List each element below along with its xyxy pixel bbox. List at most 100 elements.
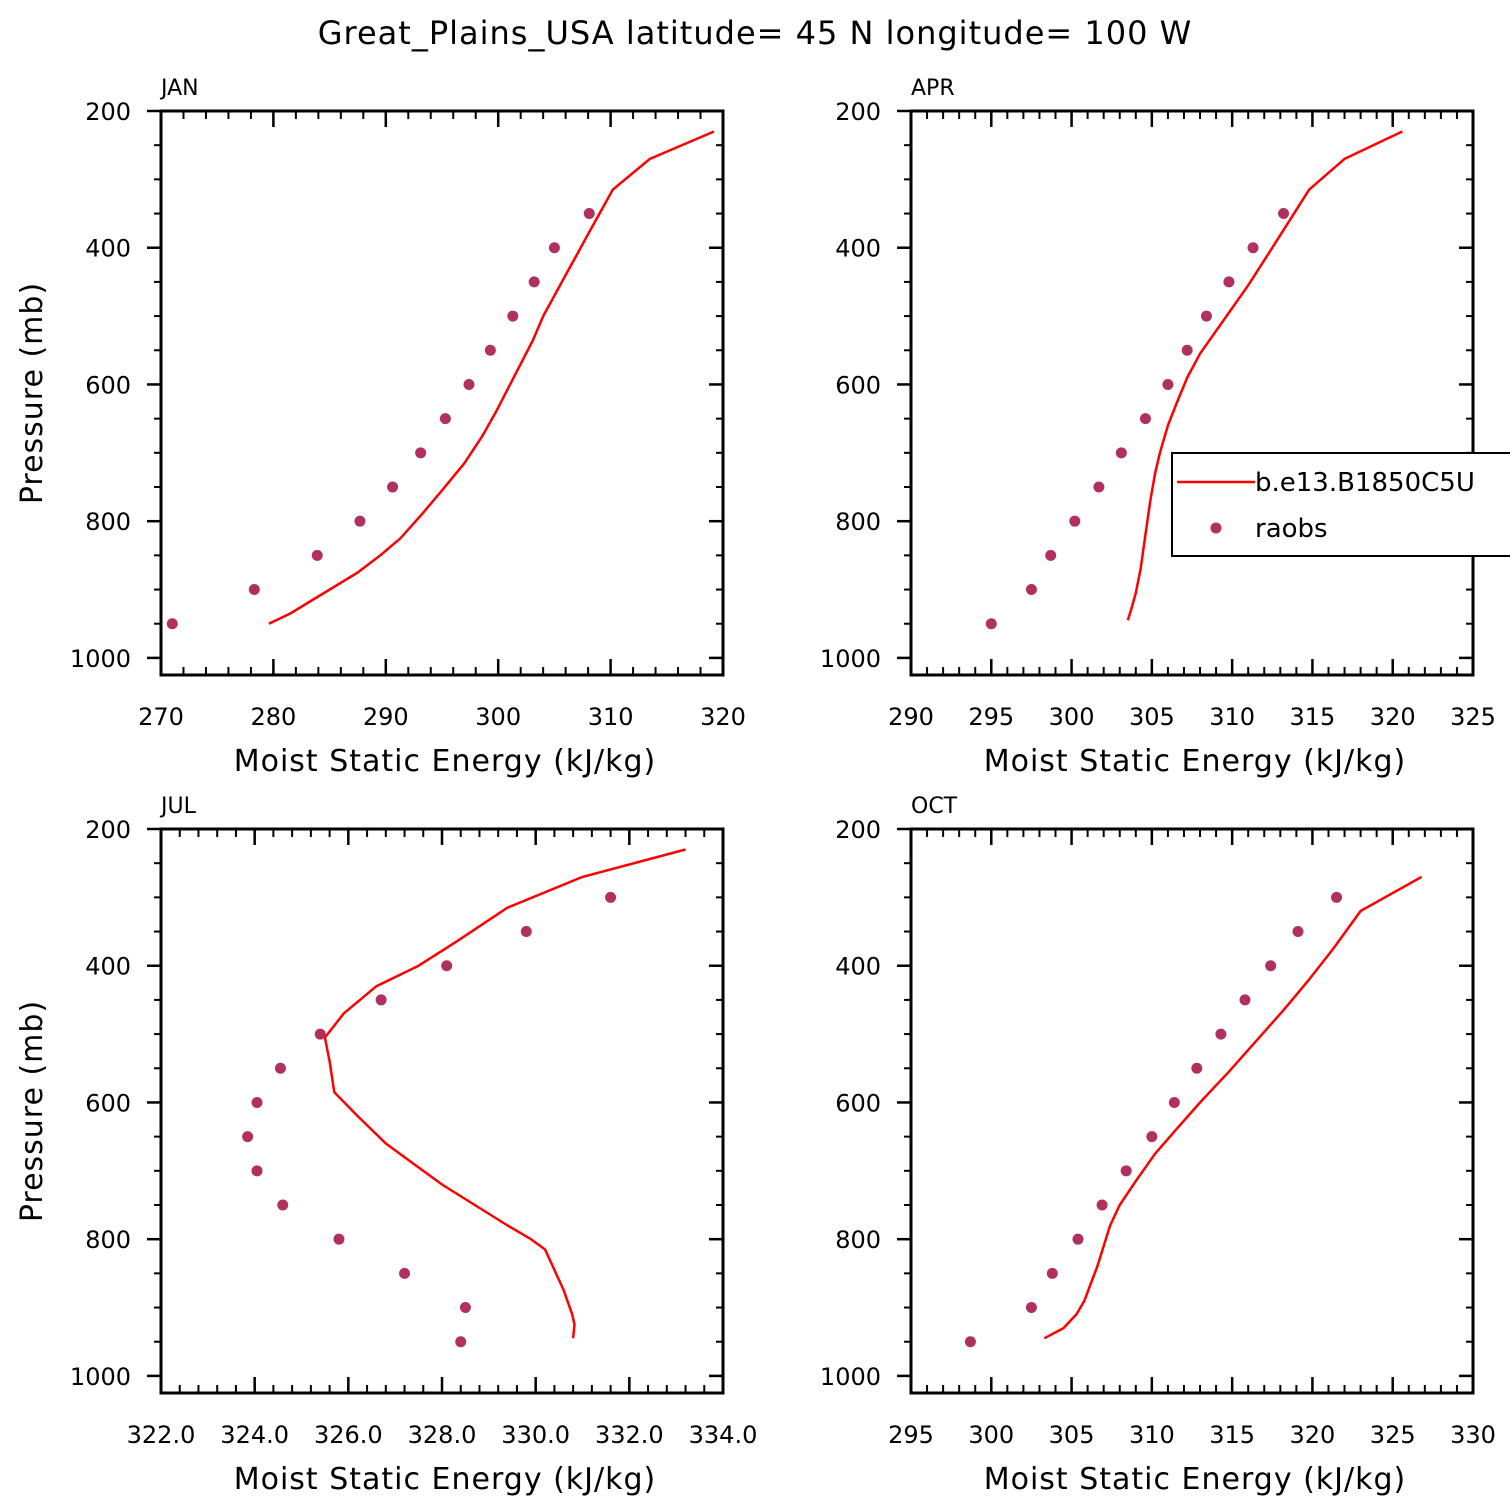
raobs-point (314, 1028, 326, 1040)
y-axis-label: Pressure (mb) (15, 282, 50, 504)
raobs-point (399, 1267, 411, 1279)
raobs-point (1331, 891, 1343, 903)
y-tick-label: 800 (835, 508, 881, 536)
panel-jul: JUL 322.0 324.0 326.0 328.0 330.0 332.0 334.0 20… (15, 794, 757, 1497)
x-tick-label: 320 (1370, 703, 1416, 731)
raobs-point (415, 447, 427, 459)
raobs-point (387, 481, 399, 493)
raobs-point (166, 618, 178, 630)
x-tick-label: 290 (888, 703, 934, 731)
panel-month-label: OCT (911, 794, 958, 819)
legend-point-swatch (1210, 522, 1222, 534)
y-tick-label: 400 (85, 235, 131, 263)
y-tick-label: 200 (835, 98, 881, 126)
raobs-point (354, 515, 366, 527)
y-tick-label: 800 (85, 1226, 131, 1254)
y-tick-label: 800 (835, 1226, 881, 1254)
plot-frame (909, 109, 1475, 677)
x-tick-label: 320 (1290, 1421, 1336, 1449)
y-tick-label: 1000 (820, 645, 881, 673)
raobs-point (1265, 960, 1277, 972)
raobs-point (248, 584, 260, 596)
raobs-point (441, 960, 453, 972)
y-tick-label: 600 (835, 1089, 881, 1117)
y-tick-label: 400 (85, 953, 131, 981)
panel-apr: APR 290 295 300 305 310 315 320 325 200 400 600 800 1… (820, 76, 1510, 779)
x-tick-label: 270 (138, 703, 184, 731)
model-line (1126, 130, 1403, 621)
y-tick-label: 400 (835, 953, 881, 981)
x-axis-label: Moist Static Energy (kJ/kg) (234, 744, 657, 779)
raobs-point (583, 208, 595, 220)
legend-model-label: b.e13.B1850C5U (1255, 468, 1475, 498)
panel-month-label: JAN (159, 76, 199, 101)
y-tick-label: 600 (835, 371, 881, 399)
raobs-point (1120, 1165, 1132, 1177)
y-tick-label: 600 (85, 371, 131, 399)
x-tick-label: 334.0 (689, 1421, 758, 1449)
panel-month-label: JUL (159, 794, 197, 819)
y-tick-label: 200 (85, 816, 131, 844)
panel-oct: OCT 295 300 305 310 315 320 325 330 200 400 600 800 1… (820, 794, 1496, 1497)
x-tick-label: 330.0 (501, 1421, 570, 1449)
x-tick-label: 315 (1209, 1421, 1255, 1449)
raobs-point (375, 994, 387, 1006)
raobs-point (1069, 515, 1081, 527)
x-tick-label: 325 (1450, 703, 1496, 731)
x-tick-label: 326.0 (314, 1421, 383, 1449)
x-tick-label: 300 (1049, 703, 1095, 731)
y-tick-label: 800 (85, 508, 131, 536)
panel-month-label: APR (911, 76, 955, 101)
x-tick-label: 300 (968, 1421, 1014, 1449)
raobs-point (1191, 1062, 1203, 1074)
x-tick-label: 295 (968, 703, 1014, 731)
x-tick-label: 310 (1209, 703, 1255, 731)
raobs-point (528, 276, 540, 288)
x-axis-label: Moist Static Energy (kJ/kg) (234, 1462, 657, 1497)
raobs-point (1115, 447, 1127, 459)
raobs-point (1200, 310, 1212, 322)
panels: JAN 270 280 290 300 310 320 200 400 600 800 1000 Moi… (15, 76, 1510, 1497)
raobs-point (251, 1165, 263, 1177)
raobs-point (311, 549, 323, 561)
raobs-point (1247, 242, 1259, 254)
raobs-point (251, 1096, 263, 1108)
x-tick-label: 305 (1129, 703, 1175, 731)
legend: b.e13.B1850C5U raobs (1171, 452, 1510, 557)
raobs-point (242, 1131, 254, 1143)
x-tick-label: 310 (1129, 1421, 1175, 1449)
raobs-point (964, 1336, 976, 1348)
raobs-point (985, 618, 997, 630)
raobs-point (1139, 413, 1151, 425)
x-tick-label: 332.0 (595, 1421, 664, 1449)
x-axis-label: Moist Static Energy (kJ/kg) (984, 744, 1407, 779)
model-line (268, 130, 715, 625)
figure-title: Great_Plains_USA latitude= 45 N longitud… (318, 14, 1193, 52)
raobs-point (439, 413, 451, 425)
raobs-point (1146, 1131, 1158, 1143)
x-tick-label: 322.0 (127, 1421, 196, 1449)
x-tick-label: 310 (588, 703, 634, 731)
raobs-point (1072, 1233, 1084, 1245)
y-tick-label: 200 (835, 816, 881, 844)
model-line (323, 848, 686, 1339)
x-tick-label: 290 (363, 703, 409, 731)
raobs-point (459, 1302, 471, 1314)
raobs-point (548, 242, 560, 254)
raobs-point (333, 1233, 345, 1245)
raobs-point (484, 344, 496, 356)
y-tick-label: 200 (85, 98, 131, 126)
raobs-point (1025, 1302, 1037, 1314)
x-tick-label: 324.0 (220, 1421, 289, 1449)
x-tick-label: 305 (1049, 1421, 1095, 1449)
plot-frame (159, 109, 725, 677)
y-tick-label: 400 (835, 235, 881, 263)
raobs-point (274, 1062, 286, 1074)
raobs-point (1045, 549, 1057, 561)
x-tick-label: 295 (888, 1421, 934, 1449)
raobs-point (463, 378, 475, 390)
y-tick-label: 600 (85, 1089, 131, 1117)
plot-frame (159, 827, 725, 1395)
panel-jan: JAN 270 280 290 300 310 320 200 400 600 800 1000 Moi… (15, 76, 746, 779)
x-tick-label: 300 (475, 703, 521, 731)
